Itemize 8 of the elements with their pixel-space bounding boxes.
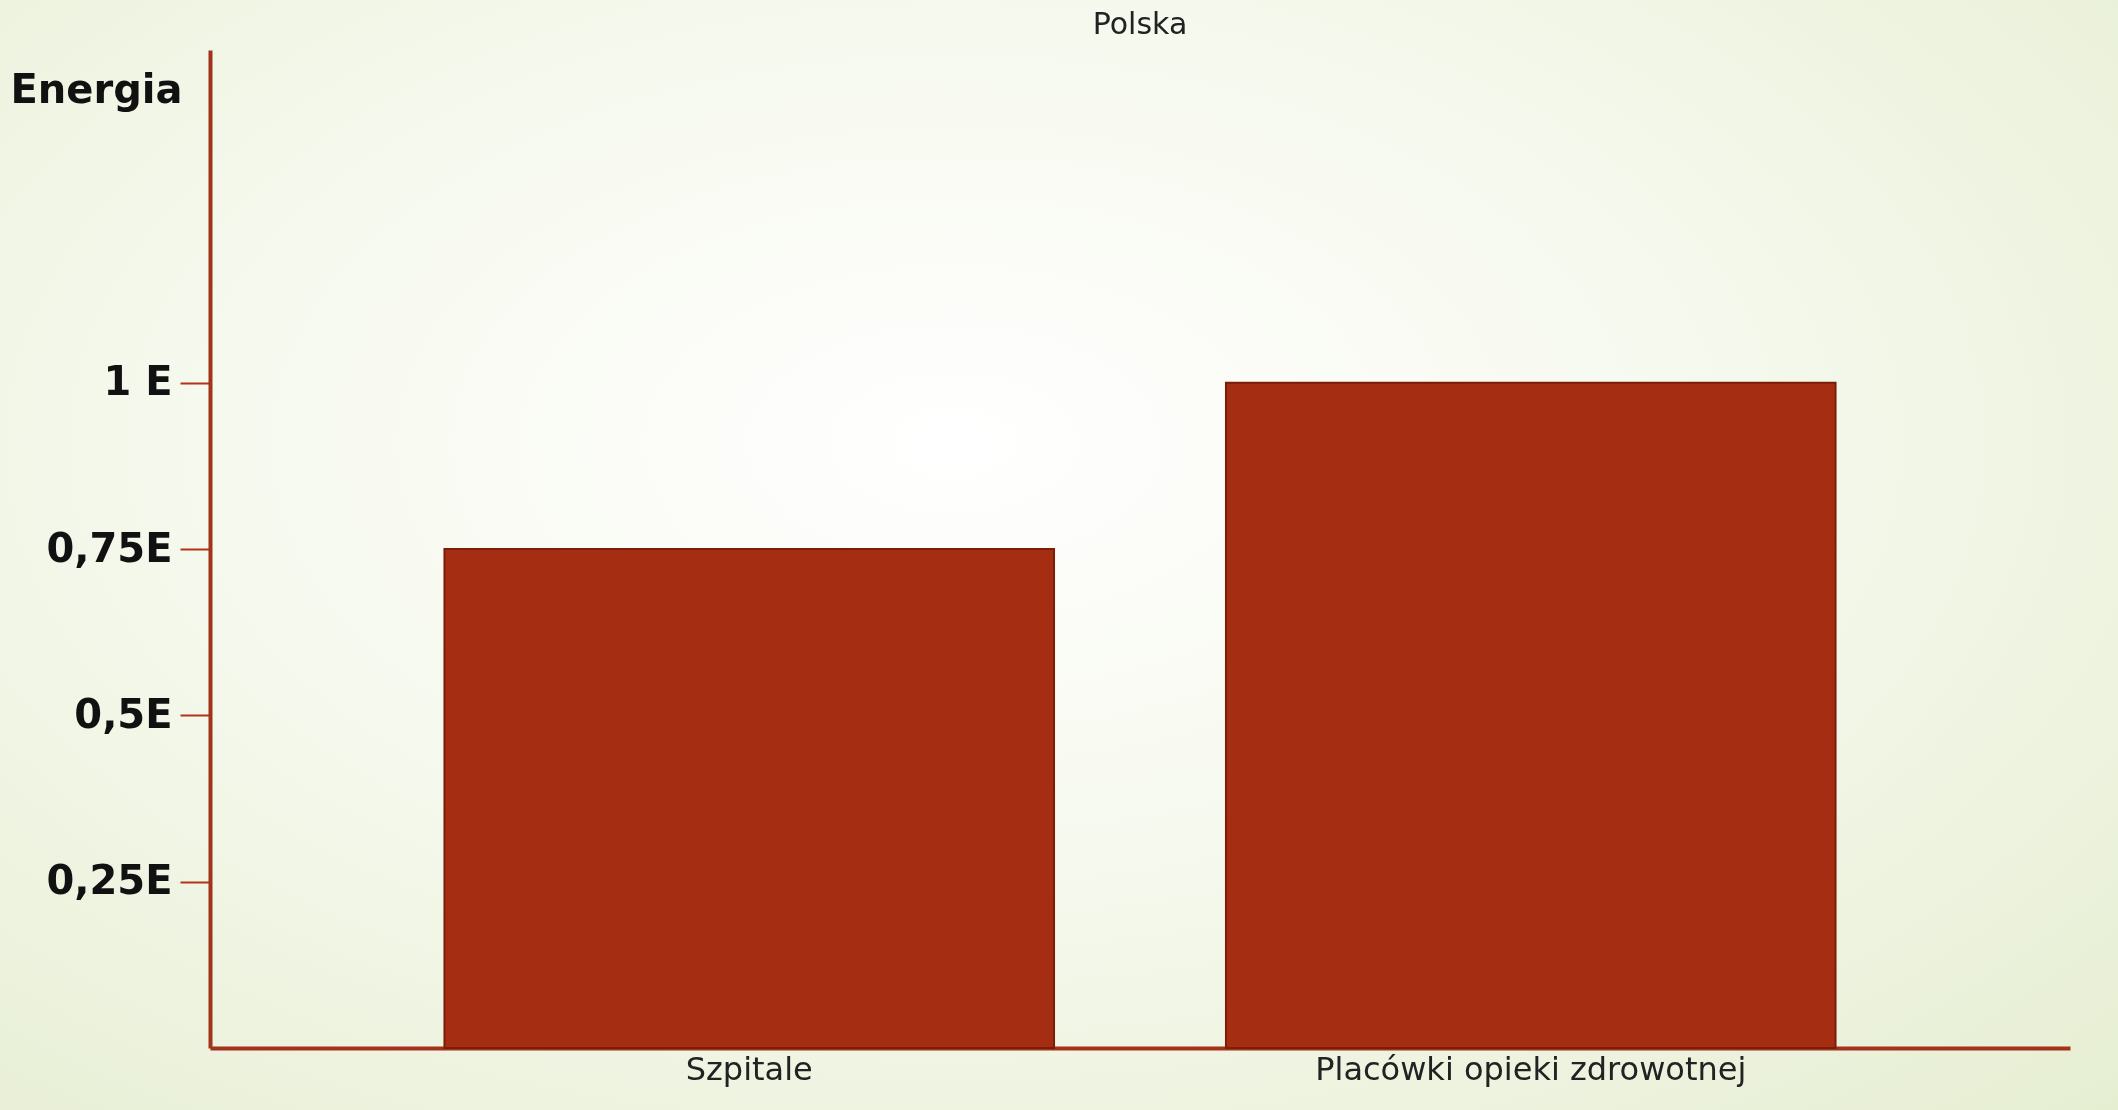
x-tick-label: Szpitale (685, 1049, 813, 1088)
chart-title: Polska (1092, 6, 1188, 41)
y-tick-label: 1 E (103, 358, 173, 405)
x-tick-label: Placówki opieki zdrowotnej (1315, 1049, 1747, 1088)
y-axis-title: Energia (10, 65, 183, 112)
y-tick-label: 0,5E (74, 690, 173, 737)
y-tick-label: 0,25E (46, 857, 173, 904)
y-tick-label: 0,75E (46, 524, 173, 571)
